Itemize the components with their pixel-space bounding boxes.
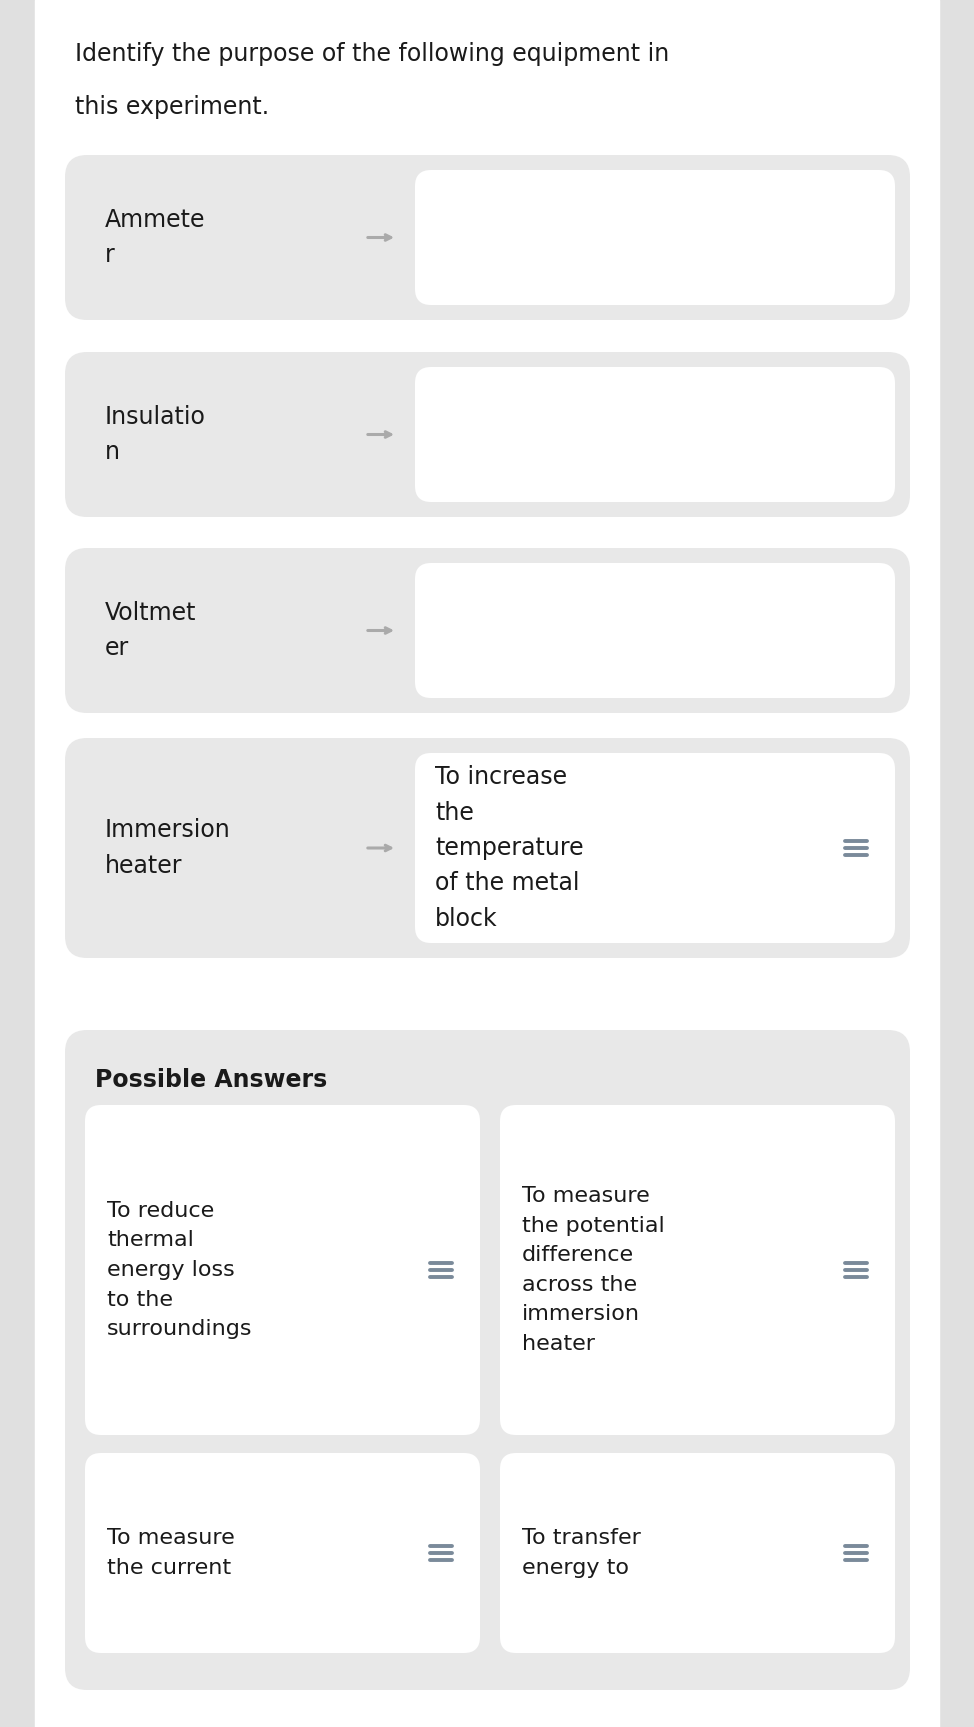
FancyBboxPatch shape bbox=[415, 753, 895, 943]
FancyBboxPatch shape bbox=[500, 1452, 895, 1653]
Text: To measure
the current: To measure the current bbox=[107, 1528, 235, 1578]
FancyBboxPatch shape bbox=[65, 737, 910, 958]
Text: To increase
the
temperature
of the metal
block: To increase the temperature of the metal… bbox=[435, 765, 583, 931]
FancyBboxPatch shape bbox=[415, 169, 895, 306]
Text: Possible Answers: Possible Answers bbox=[95, 1067, 327, 1091]
Text: Immersion
heater: Immersion heater bbox=[105, 819, 231, 877]
FancyBboxPatch shape bbox=[415, 368, 895, 503]
FancyBboxPatch shape bbox=[65, 1029, 910, 1691]
Text: Insulatio
n: Insulatio n bbox=[105, 404, 206, 465]
FancyBboxPatch shape bbox=[65, 352, 910, 516]
Text: this experiment.: this experiment. bbox=[75, 95, 269, 119]
FancyBboxPatch shape bbox=[500, 1105, 895, 1435]
FancyBboxPatch shape bbox=[85, 1105, 480, 1435]
Text: Ammete
r: Ammete r bbox=[105, 207, 206, 268]
Text: To transfer
energy to: To transfer energy to bbox=[522, 1528, 641, 1578]
FancyBboxPatch shape bbox=[415, 563, 895, 698]
Text: To reduce
thermal
energy loss
to the
surroundings: To reduce thermal energy loss to the sur… bbox=[107, 1200, 252, 1338]
Text: To measure
the potential
difference
across the
immersion
heater: To measure the potential difference acro… bbox=[522, 1186, 664, 1354]
FancyBboxPatch shape bbox=[85, 1452, 480, 1653]
Text: Voltmet
er: Voltmet er bbox=[105, 601, 197, 660]
Text: Identify the purpose of the following equipment in: Identify the purpose of the following eq… bbox=[75, 41, 669, 66]
FancyBboxPatch shape bbox=[65, 155, 910, 319]
FancyBboxPatch shape bbox=[65, 547, 910, 713]
